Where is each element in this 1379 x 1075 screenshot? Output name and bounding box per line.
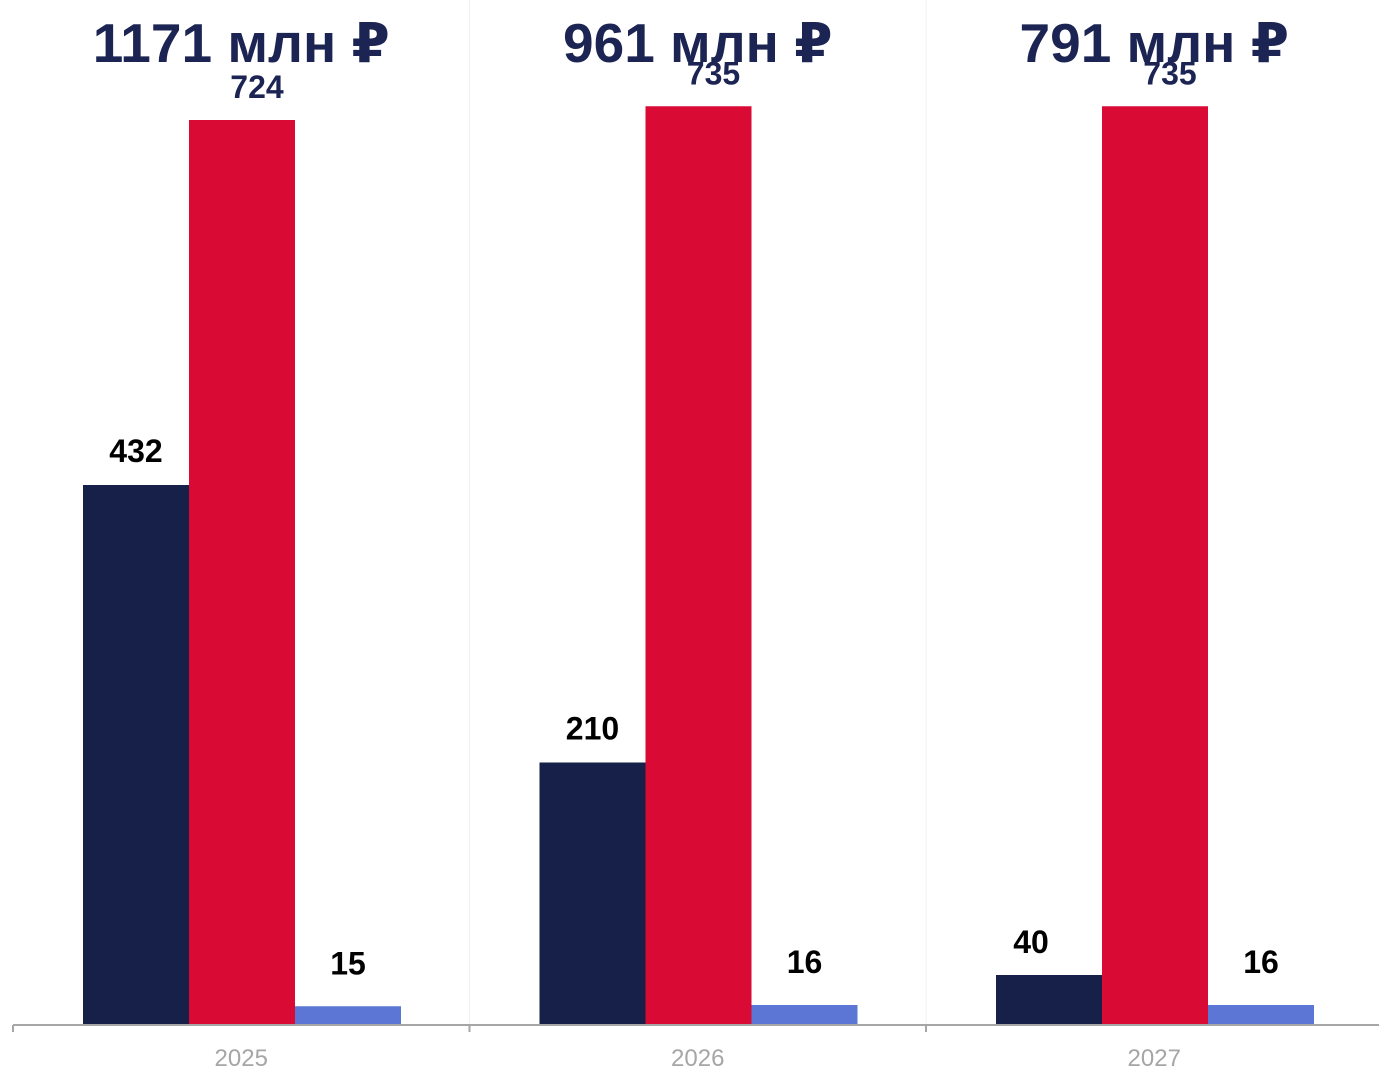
bar-2025-series-1 [83, 485, 189, 1025]
bars-layer [83, 106, 1314, 1025]
group-total-label: 791 млн ₽ [1020, 12, 1289, 74]
data-label-2027-series-1: 40 [1013, 924, 1049, 960]
data-label-2025-series-1: 432 [109, 433, 162, 469]
x-axis [12, 1024, 1379, 1032]
x-tick-label-2025: 2025 [215, 1045, 268, 1070]
data-label-2025-series-2: 724 [230, 69, 284, 105]
data-label-2027-series-2: 735 [1143, 55, 1196, 91]
data-label-2025-series-3: 15 [330, 945, 366, 981]
data-label-2027-series-3: 16 [1243, 944, 1279, 980]
data-label-2026-series-2: 735 [687, 55, 740, 91]
x-tick-label-2026: 2026 [671, 1045, 724, 1070]
group-total-label: 1171 млн ₽ [93, 12, 390, 74]
bar-2025-series-3 [295, 1006, 401, 1025]
group-separators [469, 0, 927, 1025]
bar-2027-series-1 [996, 975, 1102, 1025]
bar-2026-series-1 [539, 762, 646, 1025]
bar-2026-series-2 [645, 106, 752, 1025]
data-label-2026-series-3: 16 [787, 944, 823, 980]
bar-2025-series-2 [189, 120, 295, 1025]
bar-2026-series-3 [751, 1005, 858, 1025]
x-tick-label-2027: 2027 [1128, 1045, 1181, 1070]
labels-layer: 1171 млн ₽ 432 724 15 2025 961 млн ₽ 210 735 16 2… [93, 12, 1289, 1072]
bar-2027-series-2 [1102, 106, 1208, 1025]
group-total-label: 961 млн ₽ [563, 12, 832, 74]
bar-2027-series-3 [1208, 1005, 1314, 1025]
data-label-2026-series-1: 210 [566, 711, 619, 747]
